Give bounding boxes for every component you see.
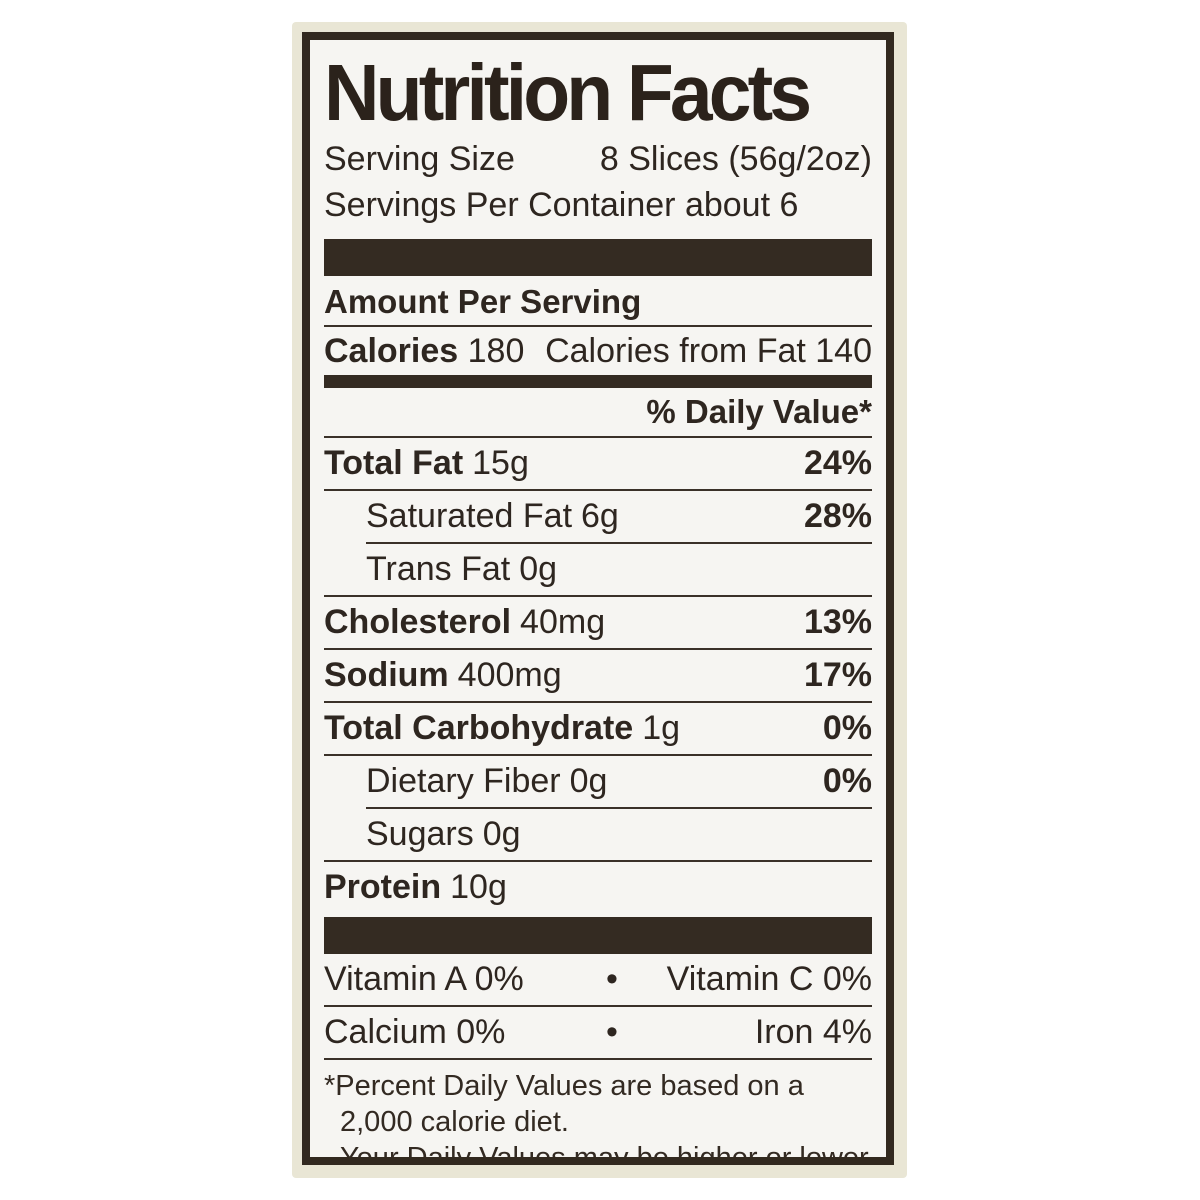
calories-from-fat: Calories from Fat 140 — [545, 332, 872, 370]
nutrient-name-group: Total Carbohydrate 1g — [324, 703, 680, 754]
daily-value-header: % Daily Value* — [646, 393, 872, 430]
nutrition-label: Nutrition Facts Serving Size 8 Slices (5… — [292, 22, 907, 1178]
servings-per-container-row: Servings Per Container about 6 — [324, 182, 872, 228]
bullet-separator: • — [606, 1013, 618, 1051]
nutrient-name-group: Sodium 400mg — [324, 650, 562, 701]
vitamin-c: Vitamin C 0% — [666, 960, 872, 998]
nutrient-name-group: Cholesterol 40mg — [324, 597, 605, 648]
nutrient-row-sodium: Sodium 400mg 17% — [324, 648, 872, 701]
serving-size-row: Serving Size 8 Slices (56g/2oz) — [324, 136, 872, 182]
nutrient-name: Saturated Fat — [366, 497, 573, 535]
separator-bar-thick-top — [324, 239, 872, 276]
nutrient-row-trans-fat: Trans Fat 0g — [324, 544, 872, 595]
nutrient-name-group: Saturated Fat 6g — [366, 491, 619, 542]
nutrient-name: Total Fat — [324, 444, 464, 482]
amount-per-serving-header: Amount Per Serving — [324, 283, 642, 320]
nutrient-amount: 0g — [569, 762, 608, 800]
nutrient-amount: 400mg — [457, 656, 562, 694]
nutrient-dv: 28% — [803, 497, 872, 535]
vitamin-a: Vitamin A 0% — [324, 960, 524, 998]
serving-block: Serving Size 8 Slices (56g/2oz) Servings… — [324, 136, 872, 228]
calcium: Calcium 0% — [324, 1013, 506, 1051]
nutrient-amount: 40mg — [520, 603, 606, 641]
indented-rule — [366, 542, 872, 544]
calories-row: Calories 180 Calories from Fat 140 — [324, 325, 872, 375]
nutrient-amount: 15g — [472, 444, 529, 482]
serving-size-label: Serving Size — [324, 140, 515, 178]
nutrient-name: Dietary Fiber — [366, 762, 561, 800]
calories-value: 180 — [467, 332, 525, 370]
nutrient-dv: 0% — [822, 709, 872, 747]
nutrient-amount: 0g — [482, 815, 521, 853]
footnote-line-1: *Percent Daily Values are based on a 2,0… — [324, 1070, 804, 1138]
bullet-separator: • — [606, 960, 618, 998]
nutrient-name-group: Total Fat 15g — [324, 438, 529, 489]
nutrient-name-group: Dietary Fiber 0g — [366, 756, 607, 807]
nutrient-name: Trans Fat — [366, 550, 511, 588]
nutrient-amount: 10g — [450, 868, 507, 906]
nutrient-dv: 13% — [803, 603, 872, 641]
nutrient-name-group: Sugars 0g — [366, 809, 521, 860]
calories-group: Calories 180 — [324, 327, 524, 375]
separator-bar-thick-bottom — [324, 917, 872, 954]
vitamin-row-calcium-iron: Calcium 0% • Iron 4% — [324, 1005, 872, 1058]
nutrient-amount: 0g — [519, 550, 558, 588]
nutrient-name-group: Protein 10g — [324, 862, 507, 913]
nutrient-name: Sodium — [324, 656, 449, 694]
nutrient-dv: 24% — [803, 444, 872, 482]
nutrition-label-frame: Nutrition Facts Serving Size 8 Slices (5… — [302, 32, 894, 1165]
nutrient-row-total-fat: Total Fat 15g 24% — [324, 436, 872, 489]
nutrient-name: Sugars — [366, 815, 474, 853]
separator-bar-medium — [324, 375, 872, 388]
nutrient-row-protein: Protein 10g — [324, 860, 872, 913]
iron: Iron 4% — [754, 1013, 872, 1051]
nutrient-dv: 17% — [803, 656, 872, 694]
vitamin-row-a-c: Vitamin A 0% • Vitamin C 0% — [324, 954, 872, 1005]
indented-rule — [366, 807, 872, 809]
nutrient-row-cholesterol: Cholesterol 40mg 13% — [324, 595, 872, 648]
label-title: Nutrition Facts — [324, 48, 812, 137]
nutrient-name-group: Trans Fat 0g — [366, 544, 557, 595]
footnote-line-2: Your Daily Values may be higher or lower… — [340, 1142, 869, 1165]
footnote: *Percent Daily Values are based on a 2,0… — [324, 1058, 872, 1165]
nutrient-name: Cholesterol — [324, 603, 512, 641]
nutrient-row-saturated-fat: Saturated Fat 6g 28% — [324, 489, 872, 542]
nutrient-amount: 1g — [642, 709, 681, 747]
nutrient-row-total-carbohydrate: Total Carbohydrate 1g 0% — [324, 701, 872, 754]
nutrient-row-dietary-fiber: Dietary Fiber 0g 0% — [324, 754, 872, 807]
nutrient-name: Total Carbohydrate — [324, 709, 634, 747]
nutrient-amount: 6g — [581, 497, 619, 535]
nutrient-name: Protein — [324, 868, 442, 906]
nutrient-dv: 0% — [822, 762, 872, 800]
nutrient-row-sugars: Sugars 0g — [324, 809, 872, 860]
calories-label: Calories — [324, 332, 459, 370]
serving-size-value: 8 Slices (56g/2oz) — [599, 140, 872, 178]
servings-per-container: Servings Per Container about 6 — [324, 186, 799, 224]
